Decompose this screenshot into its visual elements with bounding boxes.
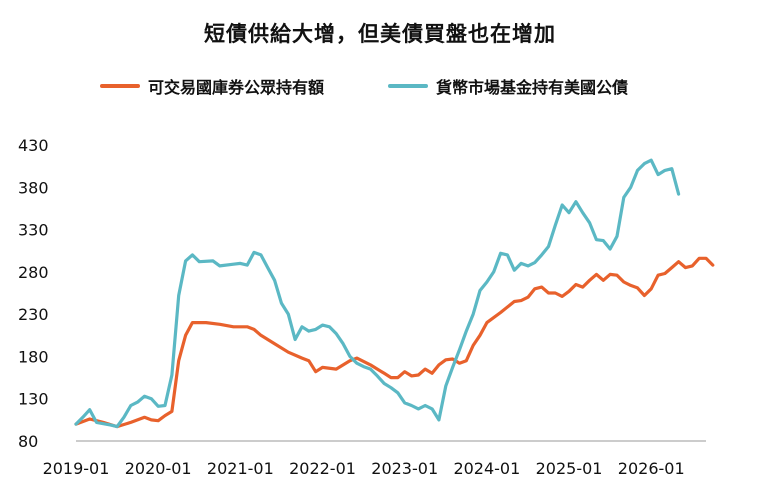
y-tick-label: 80 — [18, 432, 38, 451]
legend-swatch-series-2 — [388, 84, 428, 88]
x-tick-label: 2019-01 — [43, 459, 110, 478]
x-tick-label: 2022-01 — [289, 459, 356, 478]
x-tick-label: 2025-01 — [536, 459, 603, 478]
series-line-2 — [74, 158, 681, 429]
y-tick-label: 230 — [18, 305, 49, 324]
x-tick-label: 2024-01 — [453, 459, 520, 478]
x-tick-label: 2023-01 — [371, 459, 438, 478]
y-tick-label: 130 — [18, 390, 49, 409]
x-tick-label: 2021-01 — [207, 459, 274, 478]
legend-item-series-1: 可交易國庫券公眾持有額 — [100, 74, 324, 98]
legend-label-series-1: 可交易國庫券公眾持有額 — [148, 78, 325, 97]
chart-legend: 可交易國庫券公眾持有額 貨幣市場基金持有美國公債 — [0, 74, 760, 100]
legend-swatch-series-1 — [100, 84, 140, 88]
y-tick-label: 180 — [18, 347, 49, 366]
x-tick-label: 2020-01 — [125, 459, 192, 478]
y-tick-label: 380 — [18, 178, 49, 197]
y-tick-label: 430 — [18, 136, 49, 155]
chart-title: 短債供給大增，但美債買盤也在增加 — [204, 22, 556, 46]
y-tick-label: 280 — [18, 263, 49, 282]
series-line-1 — [74, 256, 715, 429]
y-tick-label: 330 — [18, 221, 49, 240]
legend-item-series-2: 貨幣市場基金持有美國公債 — [388, 74, 628, 98]
x-tick-label: 2026-01 — [618, 459, 685, 478]
legend-label-series-2: 貨幣市場基金持有美國公債 — [436, 78, 629, 97]
